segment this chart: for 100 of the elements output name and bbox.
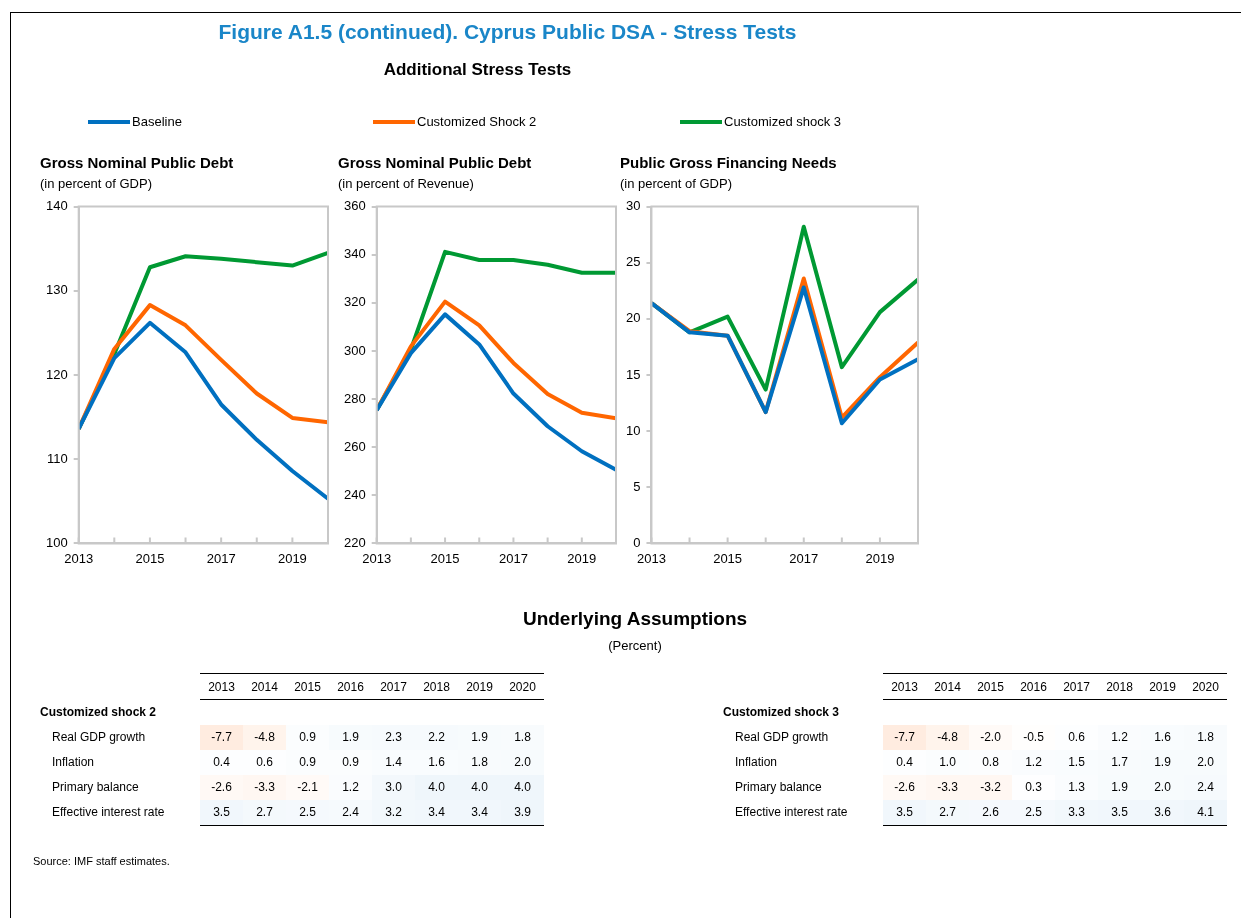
- data-label: 2.5: [286, 799, 329, 825]
- data-label: 2.4: [1184, 774, 1227, 800]
- x-tick-label: 2019: [567, 550, 597, 566]
- data-label: 3.4: [415, 799, 458, 825]
- x-tick-label: 2013: [883, 673, 926, 700]
- data-label: 3.9: [501, 799, 544, 825]
- data-label: 2.7: [926, 799, 969, 825]
- chart-subtitle: (in percent of GDP): [620, 176, 732, 192]
- data-label: 0.4: [883, 749, 926, 775]
- y-tick-label: 360: [343, 198, 366, 214]
- y-tick-label: 5: [633, 478, 641, 494]
- data-label: 4.0: [458, 774, 501, 800]
- data-label: 2.0: [1184, 749, 1227, 775]
- x-tick-label: 2015: [286, 673, 329, 700]
- data-label: 3.2: [372, 799, 415, 825]
- y-tick-label: 130: [45, 282, 68, 298]
- y-tick-label: 240: [343, 486, 366, 502]
- data-label: -0.5: [1012, 724, 1055, 750]
- data-label: 2.5: [1012, 799, 1055, 825]
- data-label: 0.4: [200, 749, 243, 775]
- data-label: 4.1: [1184, 799, 1227, 825]
- data-label: 1.8: [1184, 724, 1227, 750]
- data-label: 2.6: [969, 799, 1012, 825]
- data-label: 4.0: [415, 774, 458, 800]
- data-label: 2.3: [372, 724, 415, 750]
- y-tick-label: 140: [45, 198, 68, 214]
- x-tick-label: 2015: [430, 550, 460, 566]
- data-label: 2.4: [329, 799, 372, 825]
- y-axis-title: Customized shock 2: [40, 704, 158, 721]
- x-tick-label: 2020: [1184, 673, 1227, 700]
- chart-title: Gross Nominal Public Debt: [338, 154, 532, 172]
- data-label: 1.9: [329, 724, 372, 750]
- data-label: -3.2: [969, 774, 1012, 800]
- x-tick-label: 2015: [135, 550, 165, 566]
- data-label: 1.7: [1098, 749, 1141, 775]
- x-tick-label: 2016: [1012, 673, 1055, 700]
- data-label: -2.0: [969, 724, 1012, 750]
- source-note: Source: IMF staff estimates.: [33, 855, 170, 867]
- data-label: 0.3: [1012, 774, 1055, 800]
- x-tick-label: 2020: [501, 673, 544, 700]
- y-tick-label: 0: [633, 534, 641, 550]
- y-tick-label: Real GDP growth: [51, 729, 147, 746]
- data-label: 0.9: [329, 749, 372, 775]
- data-label: 3.3: [1055, 799, 1098, 825]
- data-label: 3.5: [200, 799, 243, 825]
- x-tick-label: 2014: [926, 673, 969, 700]
- x-tick-label: 2013: [200, 673, 243, 700]
- y-tick-label: 25: [625, 254, 641, 270]
- data-label: 3.6: [1141, 799, 1184, 825]
- data-label: 2.7: [243, 799, 286, 825]
- data-label: 1.8: [458, 749, 501, 775]
- data-label: -2.6: [883, 774, 926, 800]
- x-tick-label: 2017: [498, 550, 528, 566]
- y-tick-label: Effective interest rate: [51, 804, 166, 822]
- data-label: 1.6: [415, 749, 458, 775]
- data-label: 1.8: [501, 724, 544, 750]
- y-tick-label: 120: [45, 366, 68, 382]
- data-label: 0.8: [969, 749, 1012, 775]
- y-tick-label: 110: [46, 450, 68, 466]
- data-label: 4.0: [501, 774, 544, 800]
- y-tick-label: 15: [625, 366, 641, 382]
- x-tick-label: 2016: [329, 673, 372, 700]
- text: Additional Stress Tests: [382, 60, 573, 80]
- x-tick-label: 2017: [1055, 673, 1098, 700]
- x-tick-label: 2019: [1141, 673, 1184, 700]
- data-label: 1.9: [1141, 749, 1184, 775]
- data-label: 2.0: [1141, 774, 1184, 800]
- legend-label: Customized Shock 2: [416, 114, 537, 129]
- data-label: -7.7: [883, 724, 926, 750]
- x-tick-label: 2013: [362, 550, 392, 566]
- data-label: 3.0: [372, 774, 415, 800]
- y-tick-label: Effective interest rate: [734, 804, 849, 822]
- y-tick-label: Primary balance: [51, 779, 140, 796]
- data-label: 1.9: [458, 724, 501, 750]
- text: Figure A1.5 (continued). Cyprus Public DSA - Stress Tests: [217, 20, 798, 44]
- x-tick-label: 2013: [64, 550, 94, 566]
- y-tick-label: 260: [343, 438, 366, 454]
- data-label: 1.2: [1098, 724, 1141, 750]
- data-label: -7.7: [200, 724, 243, 750]
- data-label: 1.4: [372, 749, 415, 775]
- data-label: 1.2: [1012, 749, 1055, 775]
- data-label: -4.8: [243, 724, 286, 750]
- data-label: 1.3: [1055, 774, 1098, 800]
- data-label: 0.6: [1055, 724, 1098, 750]
- x-tick-label: 2019: [865, 550, 895, 566]
- x-tick-label: 2014: [243, 673, 286, 700]
- y-tick-label: 100: [45, 534, 68, 550]
- x-tick-label: 2019: [277, 550, 307, 566]
- data-label: -3.3: [926, 774, 969, 800]
- data-label: 2.0: [501, 749, 544, 775]
- x-tick-label: 2015: [713, 550, 743, 566]
- y-tick-label: 280: [343, 390, 366, 406]
- data-label: -3.3: [243, 774, 286, 800]
- y-tick-label: 300: [343, 342, 366, 358]
- x-tick-label: 2018: [415, 673, 458, 700]
- legend-label: Customized shock 3: [723, 114, 842, 129]
- data-label: 0.6: [243, 749, 286, 775]
- data-label: 3.4: [458, 799, 501, 825]
- y-tick-label: Inflation: [51, 754, 96, 771]
- data-label: -2.1: [286, 774, 329, 800]
